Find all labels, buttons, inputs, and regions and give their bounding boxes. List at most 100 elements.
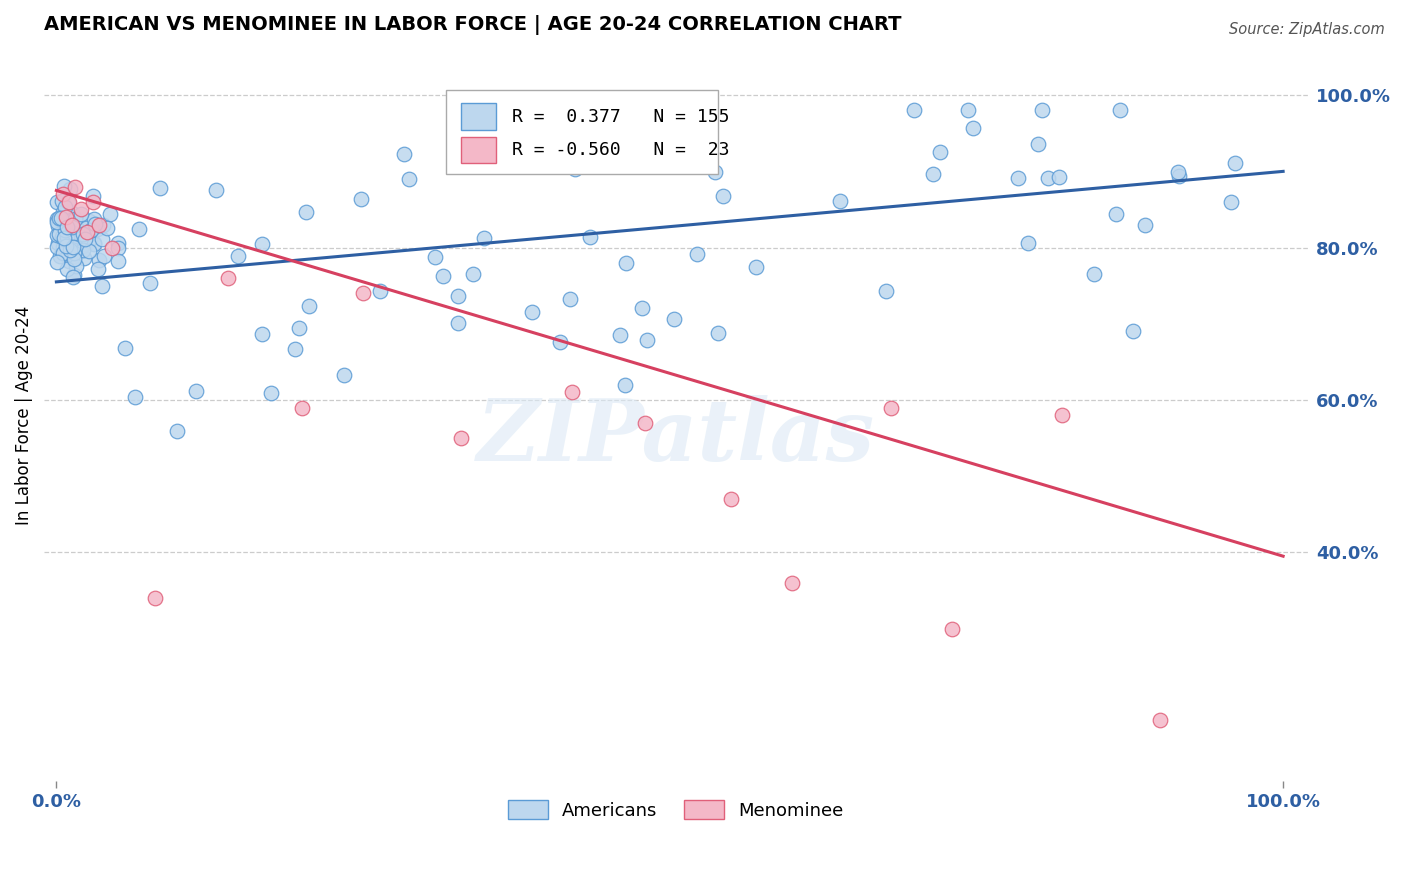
Point	[941, 622, 963, 636]
Point	[60, 220, 83, 235]
Point	[139, 277, 162, 291]
Point	[217, 271, 239, 285]
Point	[828, 194, 851, 208]
Point	[1052, 408, 1074, 422]
Point	[51, 240, 73, 254]
Point	[550, 334, 572, 349]
Point	[82, 189, 104, 203]
Point	[107, 254, 129, 268]
Point	[86, 221, 108, 235]
Point	[77, 233, 100, 247]
Point	[564, 161, 586, 176]
Point	[921, 167, 943, 181]
Point	[59, 243, 82, 257]
Point	[1122, 324, 1144, 338]
Point	[782, 575, 804, 590]
Point	[879, 401, 901, 415]
Point	[56, 229, 79, 244]
Point	[96, 221, 118, 235]
Point	[51, 230, 73, 244]
Point	[77, 214, 100, 228]
Text: R =  0.377   N = 155: R = 0.377 N = 155	[512, 108, 730, 126]
Point	[63, 246, 86, 260]
Point	[58, 226, 80, 240]
Point	[62, 252, 84, 266]
Point	[295, 204, 318, 219]
Point	[63, 226, 86, 240]
Point	[956, 103, 979, 118]
Text: R = -0.560   N =  23: R = -0.560 N = 23	[512, 141, 730, 160]
Point	[55, 210, 77, 224]
Point	[55, 203, 77, 218]
Point	[143, 591, 166, 606]
Point	[66, 228, 89, 243]
Point	[1017, 236, 1039, 251]
Point	[65, 233, 87, 247]
Point	[124, 391, 146, 405]
Point	[46, 212, 69, 227]
Point	[72, 227, 94, 241]
Point	[58, 194, 80, 209]
Point	[333, 368, 356, 383]
Point	[875, 285, 897, 299]
Point	[1168, 169, 1191, 183]
Point	[579, 230, 602, 244]
Point	[707, 326, 730, 341]
Point	[100, 241, 122, 255]
Point	[349, 192, 371, 206]
Point	[53, 223, 76, 237]
Point	[49, 211, 72, 225]
Point	[52, 205, 75, 219]
Point	[298, 299, 321, 313]
Point	[398, 172, 420, 186]
Point	[284, 342, 307, 356]
Point	[1036, 171, 1059, 186]
Point	[46, 240, 69, 254]
Point	[75, 232, 97, 246]
Point	[1083, 267, 1105, 281]
Point	[98, 207, 121, 221]
Point	[72, 239, 94, 253]
Text: AMERICAN VS MENOMINEE IN LABOR FORCE | AGE 20-24 CORRELATION CHART: AMERICAN VS MENOMINEE IN LABOR FORCE | A…	[44, 15, 901, 35]
Point	[48, 249, 70, 263]
Point	[745, 260, 768, 275]
Point	[432, 268, 454, 283]
Point	[53, 214, 76, 228]
Point	[352, 286, 374, 301]
Point	[87, 262, 110, 277]
Point	[447, 316, 470, 330]
Point	[461, 268, 484, 282]
Point	[51, 187, 73, 202]
Point	[962, 121, 984, 136]
Point	[51, 194, 73, 208]
Point	[636, 334, 658, 348]
Point	[53, 231, 76, 245]
Legend: Americans, Menominee: Americans, Menominee	[501, 792, 851, 827]
Point	[48, 211, 70, 225]
Point	[89, 218, 111, 232]
Point	[56, 249, 79, 263]
Bar	[461, 103, 496, 129]
Point	[90, 279, 112, 293]
Point	[46, 255, 69, 269]
Point	[520, 305, 543, 319]
Point	[392, 146, 415, 161]
Point	[63, 249, 86, 263]
Point	[614, 378, 637, 392]
Point	[72, 243, 94, 257]
Point	[447, 289, 470, 303]
Point	[634, 416, 657, 430]
Point	[1047, 169, 1070, 184]
FancyBboxPatch shape	[446, 90, 717, 174]
Point	[1105, 207, 1128, 221]
Point	[1225, 156, 1247, 170]
Point	[614, 256, 637, 270]
Point	[226, 249, 249, 263]
Point	[697, 103, 720, 118]
Point	[62, 270, 84, 285]
Point	[83, 236, 105, 251]
Point	[91, 232, 114, 246]
Point	[63, 212, 86, 227]
Point	[1031, 103, 1053, 118]
Point	[252, 327, 274, 342]
